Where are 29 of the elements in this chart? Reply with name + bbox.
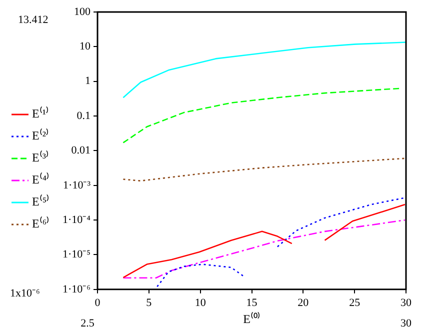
legend-label: E⁽¹⁾ xyxy=(32,106,49,121)
y-tick-label: 0.1 xyxy=(76,110,91,122)
y-tick-label: 1·10⁻⁴ xyxy=(62,214,91,226)
text: 13.412 xyxy=(18,14,48,26)
x-tick-label: 20 xyxy=(298,296,310,309)
y-tick-label: 1·10⁻⁵ xyxy=(62,248,91,261)
y-tick-label: 1·10⁻⁶ xyxy=(62,283,91,296)
y-tick-label: 10 xyxy=(80,40,92,53)
text: 2.5 xyxy=(80,317,95,330)
legend-label: E⁽³⁾ xyxy=(32,150,49,165)
legend-label: E⁽⁴⁾ xyxy=(32,172,50,187)
y-tick-label: 0.01 xyxy=(71,144,91,157)
x-tick-label: 15 xyxy=(246,296,258,309)
legend-label: E⁽⁵⁾ xyxy=(32,194,50,209)
y-tick-label: 1 xyxy=(85,75,91,88)
text: 30 xyxy=(400,317,412,330)
legend-label: E⁽⁶⁾ xyxy=(32,216,50,231)
text: 1x10⁻⁶ xyxy=(10,287,40,300)
legend-label: E⁽²⁾ xyxy=(32,128,49,143)
x-tick-label: 0 xyxy=(94,296,101,309)
x-tick-label: 30 xyxy=(400,296,412,309)
x-axis-title: E⁽⁰⁾ xyxy=(243,312,260,326)
x-tick-label: 25 xyxy=(349,296,361,309)
line-series xyxy=(122,219,406,279)
y-tick-label: 1·10⁻³ xyxy=(63,179,92,192)
line-series xyxy=(122,158,406,182)
x-tick-label: 10 xyxy=(194,296,206,309)
x-tick-label: 5 xyxy=(146,296,152,309)
y-tick-label: 100 xyxy=(74,6,92,18)
